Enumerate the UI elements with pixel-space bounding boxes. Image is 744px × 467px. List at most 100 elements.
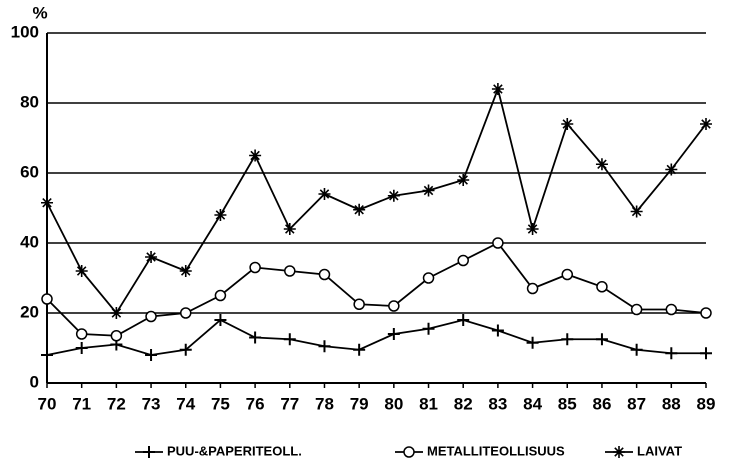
marker xyxy=(353,298,365,310)
marker xyxy=(145,251,158,263)
marker-circle xyxy=(388,300,400,312)
marker xyxy=(75,342,88,354)
marker-star xyxy=(214,209,227,221)
marker xyxy=(595,333,608,346)
x-tick-label: 75 xyxy=(211,394,230,413)
marker xyxy=(353,343,366,356)
marker-circle xyxy=(353,298,365,310)
marker xyxy=(110,307,123,319)
x-tick-label: 86 xyxy=(592,394,611,413)
marker-circle xyxy=(75,328,88,340)
marker xyxy=(387,328,400,340)
series-line xyxy=(46,318,706,356)
marker xyxy=(214,289,227,302)
marker-plus xyxy=(491,324,504,337)
marker xyxy=(41,349,53,361)
marker-plus xyxy=(143,446,155,458)
marker-circle xyxy=(561,268,574,281)
marker xyxy=(388,300,400,312)
marker-plus xyxy=(318,340,331,353)
marker xyxy=(630,343,643,356)
marker-star xyxy=(665,163,678,176)
marker xyxy=(561,268,574,281)
series-line xyxy=(46,85,707,315)
marker-star xyxy=(526,223,539,235)
marker-plus xyxy=(387,328,400,340)
x-tick-label: 84 xyxy=(523,394,542,413)
marker xyxy=(387,189,400,202)
marker-star xyxy=(318,188,331,200)
x-tick-label: 85 xyxy=(558,394,577,413)
marker-circle xyxy=(318,268,331,281)
marker-circle xyxy=(526,282,539,295)
marker xyxy=(41,293,53,305)
marker xyxy=(561,333,574,346)
y-tick-label: 100 xyxy=(11,22,39,41)
x-tick-label: 72 xyxy=(107,394,126,413)
marker xyxy=(403,446,415,458)
marker-circle xyxy=(145,310,157,323)
marker xyxy=(145,310,157,323)
marker-plus xyxy=(526,336,539,349)
marker xyxy=(457,174,470,186)
marker xyxy=(665,347,678,360)
marker xyxy=(110,330,123,342)
marker-star xyxy=(613,446,625,458)
marker-plus xyxy=(561,333,574,346)
marker xyxy=(491,324,504,337)
marker-circle xyxy=(179,307,192,319)
legend: PUU-&PAPERITEOLL. METALLITEOLLISUUS LAIVAT xyxy=(135,443,682,458)
x-tick-label: 73 xyxy=(142,394,161,413)
marker xyxy=(284,265,296,277)
marker xyxy=(422,272,435,284)
marker-plus xyxy=(630,343,643,356)
x-tick-label: 77 xyxy=(280,394,299,413)
marker xyxy=(75,328,88,340)
marker-circle xyxy=(284,265,296,277)
marker xyxy=(283,223,296,235)
marker-circle xyxy=(700,307,712,319)
y-tick-label: 60 xyxy=(20,162,39,181)
marker xyxy=(143,446,155,458)
marker-star xyxy=(387,189,400,202)
marker-plus xyxy=(457,314,470,326)
y-axis-label: % xyxy=(32,3,47,22)
x-tick-label: 80 xyxy=(384,394,403,413)
marker-circle xyxy=(214,289,227,302)
marker xyxy=(422,322,435,335)
marker-star xyxy=(249,149,262,162)
marker xyxy=(249,331,262,344)
marker-star xyxy=(353,203,366,216)
x-tick-label: 87 xyxy=(627,394,646,413)
marker xyxy=(179,265,192,277)
marker-star xyxy=(110,307,123,319)
marker xyxy=(526,336,539,349)
marker-plus xyxy=(145,349,158,361)
marker xyxy=(491,83,504,95)
y-tick-label: 0 xyxy=(30,372,39,391)
marker xyxy=(561,118,574,130)
marker-plus xyxy=(595,333,608,346)
marker-plus xyxy=(283,333,296,346)
marker-star xyxy=(422,184,435,197)
marker xyxy=(492,237,504,249)
marker-plus xyxy=(214,314,227,326)
marker-plus xyxy=(353,343,366,356)
marker-plus xyxy=(422,322,435,335)
y-tick-label: 20 xyxy=(20,302,39,321)
marker-star xyxy=(179,265,192,277)
marker xyxy=(665,303,678,316)
series-line xyxy=(46,241,707,337)
marker xyxy=(665,163,678,176)
x-tick-label: 71 xyxy=(72,394,91,413)
marker-plus xyxy=(249,331,262,344)
marker xyxy=(75,265,88,277)
x-tick-label: 70 xyxy=(38,394,57,413)
marker-star xyxy=(491,83,504,95)
marker-plus xyxy=(41,349,53,361)
legend-label: LAIVAT xyxy=(637,443,682,458)
marker-circle xyxy=(492,237,504,249)
marker xyxy=(41,196,53,209)
marker-circle xyxy=(665,303,678,316)
